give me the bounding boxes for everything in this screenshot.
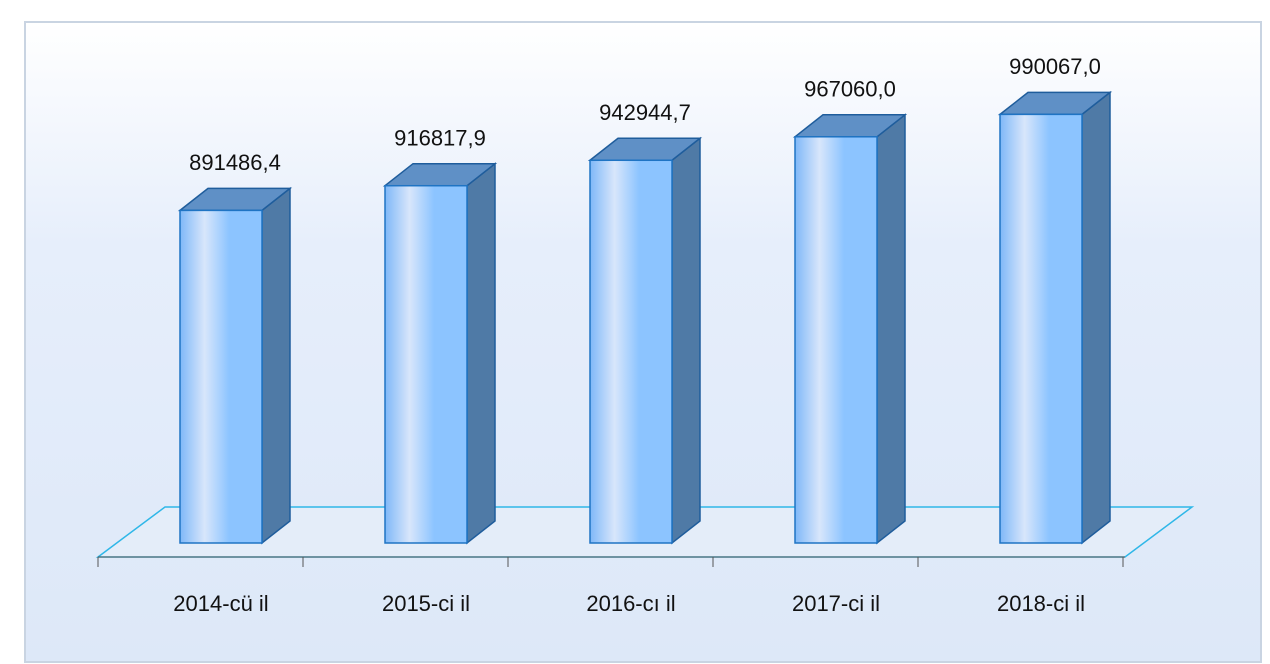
bar — [382, 162, 498, 545]
bar-front — [794, 136, 878, 544]
x-tick-label: 2016-cı il — [586, 591, 675, 616]
bar-side — [1081, 90, 1111, 545]
bar-front — [999, 113, 1083, 544]
x-tick-label: 2015-ci il — [382, 591, 470, 616]
bar — [177, 186, 293, 545]
bar-side — [466, 162, 496, 545]
x-tick-label: 2018-ci il — [997, 591, 1085, 616]
bar-front — [179, 209, 263, 544]
value-label: 990067,0 — [1009, 54, 1101, 79]
bar-side — [876, 113, 906, 545]
value-label: 891486,4 — [189, 150, 281, 175]
value-label: 967060,0 — [804, 77, 896, 102]
bar — [792, 113, 908, 545]
bar-side — [671, 136, 701, 545]
x-tick-label: 2017-ci il — [792, 591, 880, 616]
value-label: 916817,9 — [394, 126, 486, 151]
x-ticks — [97, 557, 1124, 567]
x-tick-label: 2014-cü il — [173, 591, 268, 616]
bar-front — [384, 184, 468, 544]
bar-front — [589, 159, 673, 544]
value-label: 942944,7 — [599, 100, 691, 125]
bar-side — [261, 186, 291, 545]
bar — [587, 136, 703, 545]
bar — [997, 90, 1113, 545]
